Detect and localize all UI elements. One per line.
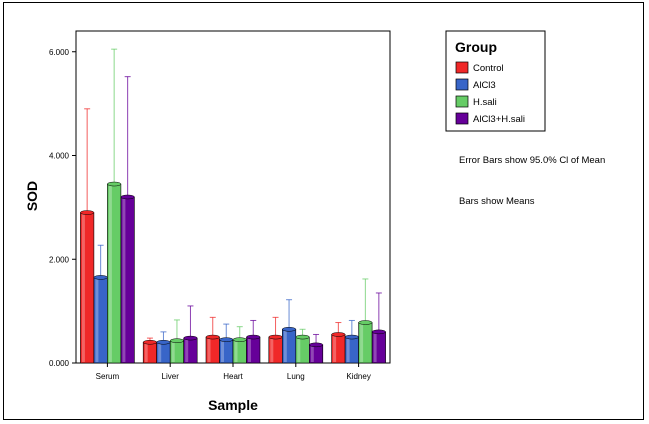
- x-tick-label: Heart: [223, 372, 243, 381]
- bar-highlight: [248, 338, 251, 362]
- bar-top: [80, 210, 95, 215]
- bar-highlight: [158, 343, 162, 362]
- bar-top: [205, 334, 220, 340]
- y-tick-label: 6.000: [49, 48, 70, 57]
- legend-swatch: [455, 61, 469, 74]
- bar-top: [295, 334, 310, 340]
- y-tick-label: 4.000: [49, 152, 70, 161]
- x-tick-label: Kidney: [346, 372, 370, 381]
- legend-swatch: [455, 112, 469, 125]
- bar-top: [344, 334, 359, 340]
- bar-highlight: [283, 330, 287, 362]
- bar-highlight: [207, 338, 211, 362]
- x-tick-label: Serum: [96, 372, 120, 381]
- bar-highlight: [346, 338, 350, 362]
- legend-title: Group: [455, 39, 497, 55]
- bar-top: [219, 337, 234, 342]
- error-bars-note: Error Bars show 95.0% Cl of Mean: [459, 155, 605, 166]
- bar-top: [358, 320, 373, 325]
- x-tick-label: Liver: [162, 372, 180, 381]
- x-axis-title: Sample: [208, 397, 258, 413]
- legend-label: Control: [473, 63, 504, 74]
- legend: Group Control AlCl3 H.sali AlCl3+H.sali: [445, 30, 546, 132]
- bar-top: [371, 329, 386, 335]
- bar-highlight: [171, 341, 175, 362]
- bar-highlight: [333, 335, 337, 362]
- bar-highlight: [144, 343, 148, 362]
- bar-highlight: [95, 278, 99, 362]
- bar-top: [331, 332, 346, 337]
- bar-top: [268, 334, 283, 340]
- legend-label: H.sali: [473, 97, 497, 108]
- bar-top: [142, 340, 157, 345]
- bar-highlight: [108, 185, 112, 362]
- bars-note: Bars show Means: [459, 196, 535, 207]
- bar-top: [246, 334, 261, 340]
- legend-label: AlCl3+H.sali: [473, 114, 525, 125]
- bar-top: [183, 335, 198, 341]
- bar-top: [232, 337, 247, 342]
- bar-top: [156, 340, 171, 345]
- bar-top: [169, 338, 184, 343]
- bar-highlight: [310, 345, 314, 362]
- bar-highlight: [234, 340, 238, 362]
- bar-top: [120, 194, 135, 200]
- y-tick-label: 0.000: [49, 359, 70, 368]
- bar-highlight: [221, 340, 224, 362]
- bar-highlight: [360, 323, 364, 362]
- bar-highlight: [270, 338, 274, 362]
- y-tick-label: 2.000: [49, 255, 70, 264]
- bar-top: [282, 327, 297, 332]
- bar-top: [107, 181, 122, 187]
- legend-swatch: [455, 78, 469, 91]
- bar-highlight: [297, 338, 301, 362]
- y-axis-title: SOD: [24, 181, 40, 211]
- bar-top: [93, 275, 108, 280]
- bar-highlight: [373, 332, 377, 362]
- bar-highlight: [122, 198, 126, 362]
- legend-swatch: [455, 95, 469, 108]
- bar-highlight: [81, 213, 85, 362]
- x-tick-label: Lung: [287, 372, 305, 381]
- bar-highlight: [185, 339, 189, 362]
- legend-label: AlCl3: [473, 80, 496, 91]
- bar-top: [309, 342, 324, 348]
